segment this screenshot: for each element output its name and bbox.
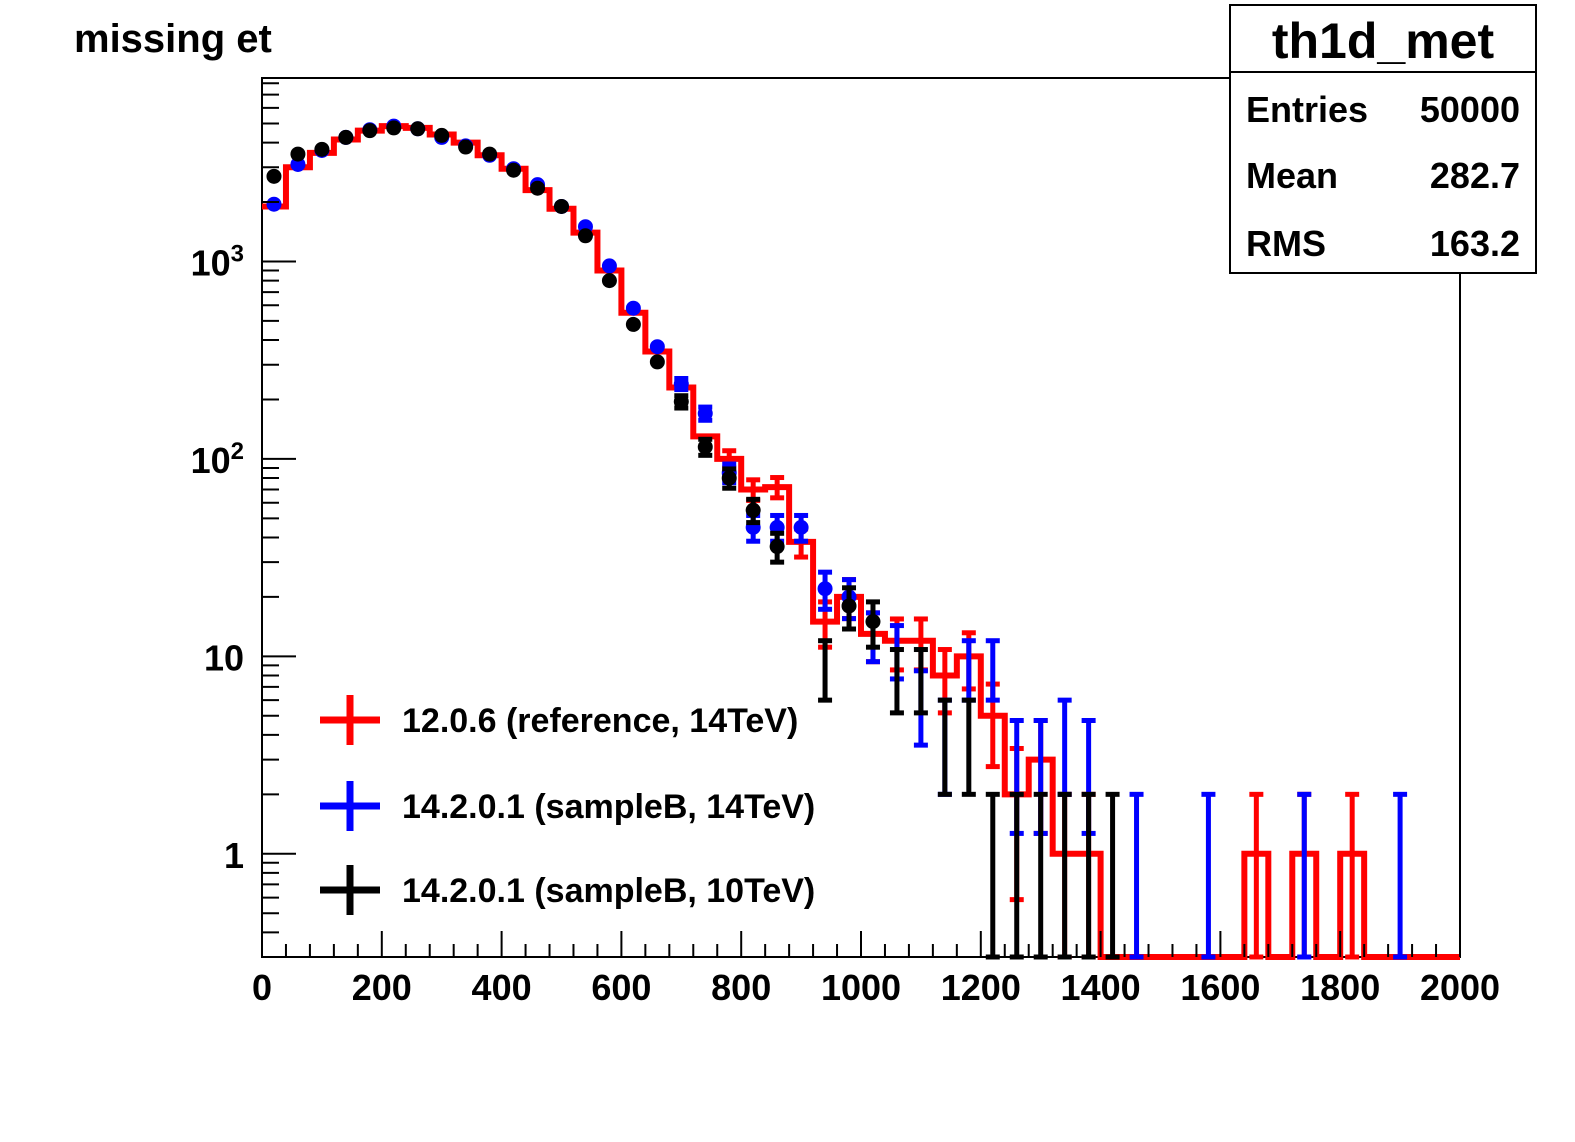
stats-row-value: 50000 [1420, 89, 1520, 130]
data-point [601, 258, 617, 274]
legend: 12.0.6 (reference, 14TeV) 14.2.0.1 (sampl… [320, 695, 815, 915]
data-point [530, 180, 546, 196]
stats-box-name: th1d_met [1272, 13, 1495, 69]
stats-box: th1d_met Entries 50000 Mean 282.7 RMS 163.2 [1229, 4, 1537, 274]
stats-row-value: 282.7 [1430, 155, 1520, 196]
data-point [434, 127, 450, 143]
chart-title: missing et [74, 17, 272, 61]
data-point [290, 146, 306, 162]
data-point [625, 300, 641, 316]
legend-label: 14.2.0.1 (sampleB, 10TeV) [402, 872, 815, 910]
x-tick-label: 1000 [821, 967, 901, 1008]
x-tick-label: 0 [252, 967, 272, 1008]
stats-row-value: 163.2 [1430, 223, 1520, 264]
data-point [601, 273, 617, 289]
data-point [817, 581, 833, 597]
x-tick-label: 1600 [1180, 967, 1260, 1008]
data-point [266, 168, 282, 184]
series-2 [266, 120, 1120, 960]
data-point [314, 141, 330, 157]
x-tick-label: 2000 [1420, 967, 1500, 1008]
x-tick-label: 1200 [941, 967, 1021, 1008]
data-point [577, 228, 593, 244]
y-tick-label: 10 [204, 637, 244, 678]
data-point [290, 156, 306, 172]
legend-label: 14.2.0.1 (sampleB, 14TeV) [402, 788, 815, 826]
data-point [554, 198, 569, 214]
x-tick-label: 400 [472, 967, 532, 1008]
data-point [338, 129, 354, 145]
stats-row-label: RMS [1246, 223, 1326, 264]
data-point [721, 470, 737, 486]
y-tick-label: 103 [191, 240, 244, 283]
x-tick-label: 200 [352, 967, 412, 1008]
x-tick-label: 1400 [1061, 967, 1141, 1008]
data-point [386, 120, 402, 136]
stats-row-label: Mean [1246, 155, 1338, 196]
data-point [362, 123, 378, 139]
data-point [697, 405, 713, 421]
data-point [266, 196, 282, 212]
legend-label: 12.0.6 (reference, 14TeV) [402, 702, 798, 740]
data-point [673, 394, 689, 410]
stats-row-label: Entries [1246, 89, 1368, 130]
data-point [769, 539, 785, 555]
x-tick-label: 1800 [1300, 967, 1380, 1008]
y-tick-label: 102 [191, 438, 244, 481]
data-point [625, 316, 641, 332]
stats-box-frame [1229, 4, 1537, 274]
data-point [649, 354, 665, 370]
y-tick-label: 1 [224, 835, 244, 876]
data-point [506, 162, 522, 178]
data-point [745, 502, 761, 518]
x-tick-label: 800 [711, 967, 771, 1008]
data-point [697, 439, 713, 455]
data-point [865, 614, 881, 630]
data-point [649, 339, 665, 355]
data-point [458, 139, 474, 155]
data-point [482, 146, 498, 162]
data-point [841, 598, 857, 614]
data-point [673, 376, 689, 392]
data-point [410, 121, 426, 137]
x-tick-label: 600 [591, 967, 651, 1008]
data-point [793, 519, 809, 535]
